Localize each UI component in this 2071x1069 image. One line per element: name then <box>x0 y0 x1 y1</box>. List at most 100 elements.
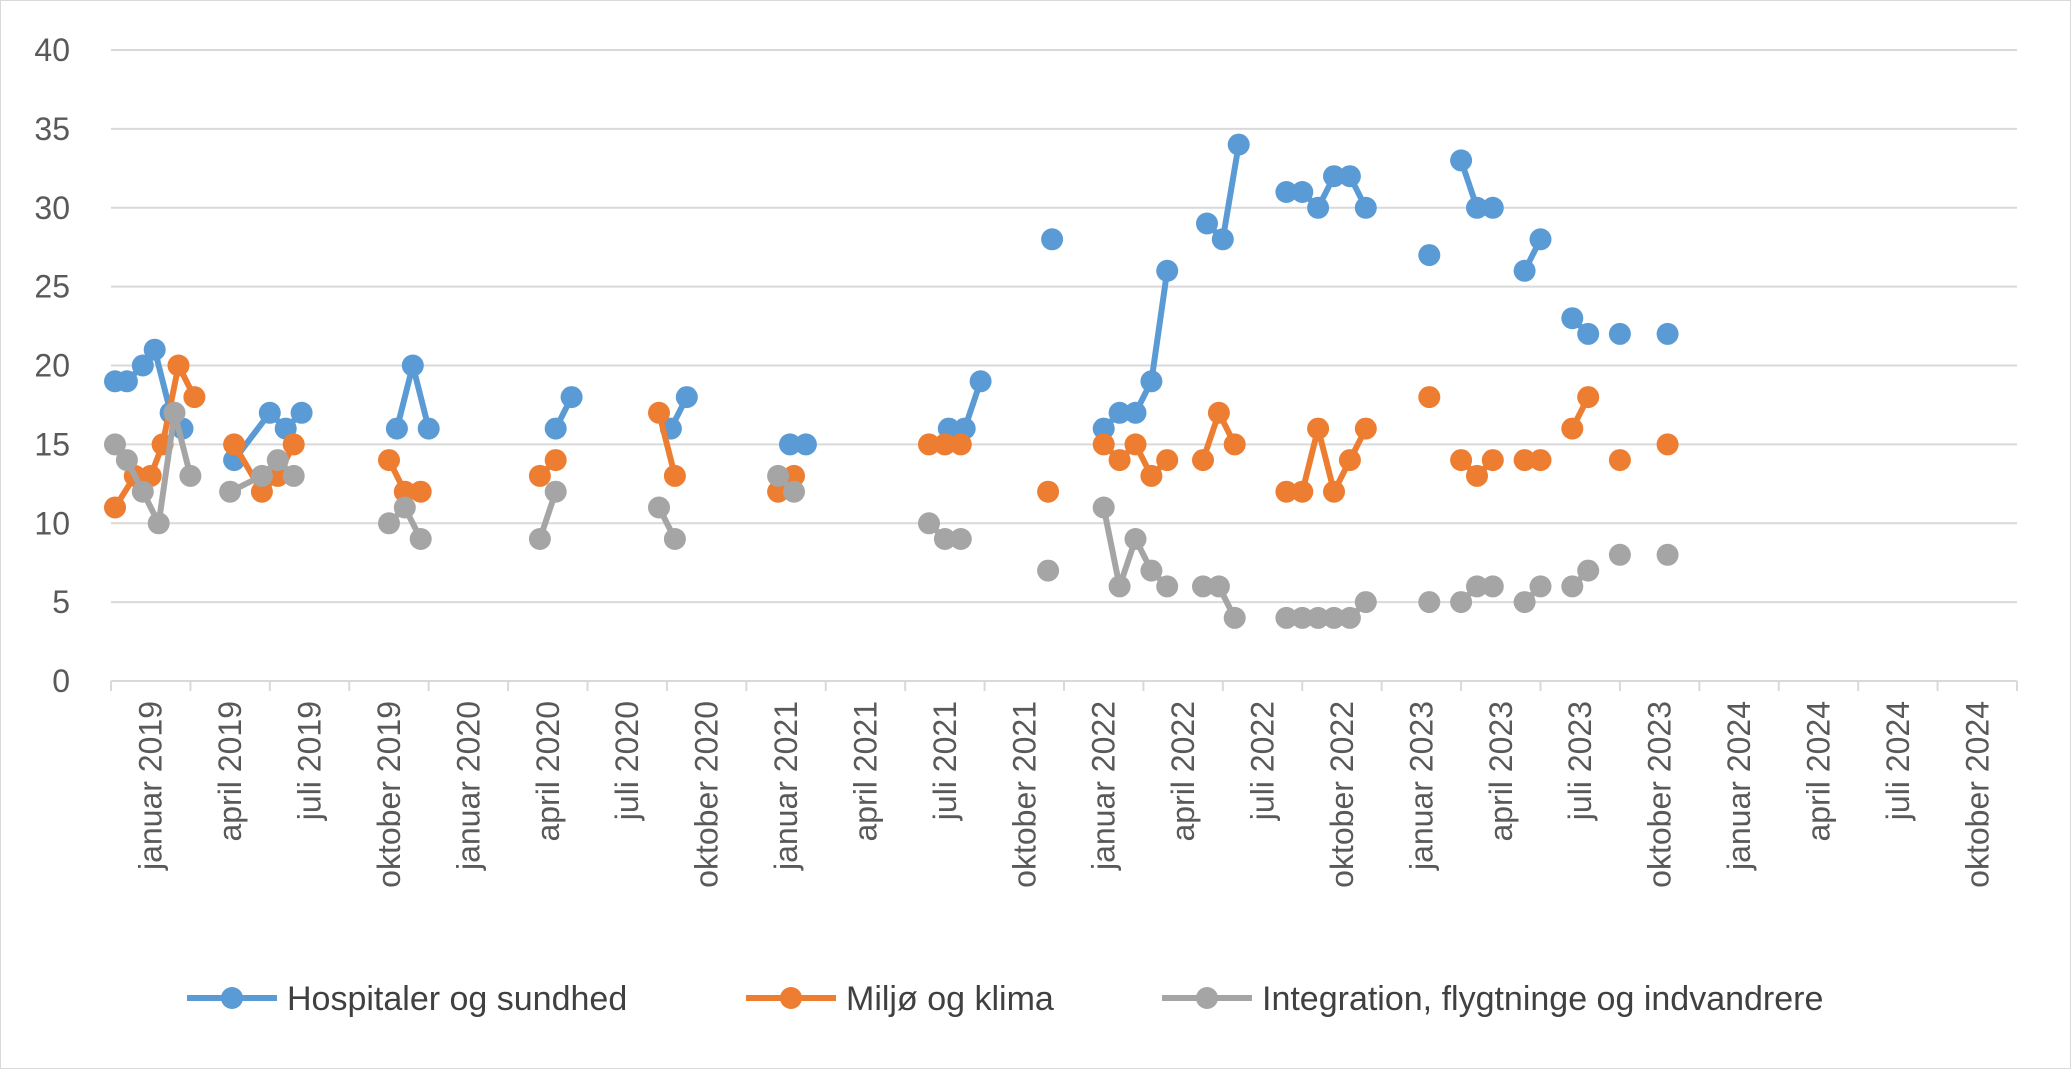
data-point <box>115 449 138 472</box>
x-tick-label: april 2021 <box>847 701 883 842</box>
data-point <box>783 464 805 487</box>
x-tick-label: oktober 2021 <box>1006 701 1042 888</box>
y-tick-label: 25 <box>34 269 70 305</box>
legend-marker <box>1196 987 1218 1009</box>
y-tick-label: 10 <box>34 505 70 541</box>
data-point <box>1450 591 1473 614</box>
data-point <box>104 433 126 456</box>
data-point <box>1307 196 1330 219</box>
y-tick-label: 0 <box>52 663 70 699</box>
data-point <box>393 480 416 503</box>
data-point <box>266 464 289 487</box>
data-point <box>969 370 992 393</box>
data-point <box>949 528 972 550</box>
data-point <box>1275 181 1298 203</box>
x-tick-label: april 2023 <box>1483 701 1519 842</box>
y-tick-label: 30 <box>34 190 70 226</box>
data-point <box>1354 417 1377 440</box>
series-line <box>227 457 297 495</box>
data-point <box>1513 259 1536 282</box>
x-axis-tick-labels: januar 2019 april 2019 juli 2019 oktober 20… <box>133 701 1996 888</box>
legend-item: Hospitaler og sundhed <box>187 980 627 1018</box>
legend-marker <box>780 987 802 1009</box>
data-point <box>1275 480 1298 503</box>
data-point <box>767 480 790 503</box>
data-point <box>1561 307 1584 330</box>
data-point <box>183 386 206 409</box>
data-point <box>1529 228 1552 251</box>
data-point <box>1338 449 1361 472</box>
data-point <box>378 449 400 472</box>
series-1 <box>104 133 1679 472</box>
x-tick-label: oktober 2023 <box>1642 701 1678 888</box>
data-point <box>282 433 305 456</box>
data-point <box>1124 528 1147 550</box>
data-point <box>544 417 567 440</box>
x-tick-label: januar 2024 <box>1721 701 1757 871</box>
series-line <box>231 409 305 464</box>
data-point <box>779 433 801 456</box>
data-point <box>783 480 805 503</box>
data-point <box>250 480 273 503</box>
data-point <box>385 417 408 440</box>
data-point <box>378 512 400 535</box>
data-point <box>648 496 670 519</box>
data-point <box>544 449 567 472</box>
data-point <box>409 528 432 550</box>
data-point <box>1466 196 1488 219</box>
data-point <box>1092 496 1115 519</box>
data-point <box>1481 575 1504 598</box>
data-point <box>409 480 432 503</box>
data-point <box>1450 149 1473 172</box>
data-point <box>1275 606 1298 629</box>
data-point <box>1466 464 1488 487</box>
data-point <box>1211 228 1234 251</box>
data-point <box>918 433 940 456</box>
data-point <box>131 480 154 503</box>
data-point <box>1608 543 1631 566</box>
x-tick-label: april 2022 <box>1165 701 1201 842</box>
data-point <box>1656 322 1679 345</box>
data-point <box>1418 386 1441 409</box>
data-point <box>1140 370 1163 393</box>
data-point <box>131 354 154 377</box>
data-point <box>1196 212 1218 235</box>
data-point <box>1156 259 1179 282</box>
data-point <box>1466 575 1488 598</box>
data-point <box>1291 480 1314 503</box>
data-point <box>1577 322 1600 345</box>
x-tick-label: april 2019 <box>212 701 248 842</box>
data-point <box>1513 591 1536 614</box>
y-axis-tick-labels: 0 5 10 15 20 25 30 35 40 <box>34 32 70 699</box>
data-point <box>1124 401 1147 424</box>
x-tick-label: januar 2022 <box>1086 701 1122 871</box>
data-point <box>1108 449 1131 472</box>
data-point <box>1291 181 1314 203</box>
data-point <box>1323 606 1345 629</box>
x-tick-label: juli 2020 <box>609 701 645 821</box>
data-point <box>1041 228 1064 251</box>
data-point <box>1481 196 1504 219</box>
x-tick-label: juli 2023 <box>1562 701 1598 821</box>
series-2 <box>104 354 1679 519</box>
data-point <box>1092 417 1115 440</box>
y-tick-label: 15 <box>34 426 70 462</box>
data-point <box>1307 606 1330 629</box>
data-point <box>266 449 289 472</box>
legend-item: Integration, flygtninge og indvandrere <box>1162 980 1823 1018</box>
series-3 <box>104 401 1679 629</box>
y-tick-label: 35 <box>34 111 70 147</box>
x-tick-label: oktober 2020 <box>689 701 725 888</box>
x-tick-label: januar 2021 <box>768 701 804 871</box>
data-point <box>1513 449 1536 472</box>
data-point <box>167 354 190 377</box>
series-group <box>104 133 1679 629</box>
data-point <box>163 401 186 424</box>
data-point <box>1577 386 1600 409</box>
x-tick-label: oktober 2022 <box>1324 701 1360 888</box>
y-tick-label: 20 <box>34 348 70 384</box>
data-point <box>1207 575 1230 598</box>
data-point <box>933 528 956 550</box>
data-point <box>1418 244 1441 267</box>
